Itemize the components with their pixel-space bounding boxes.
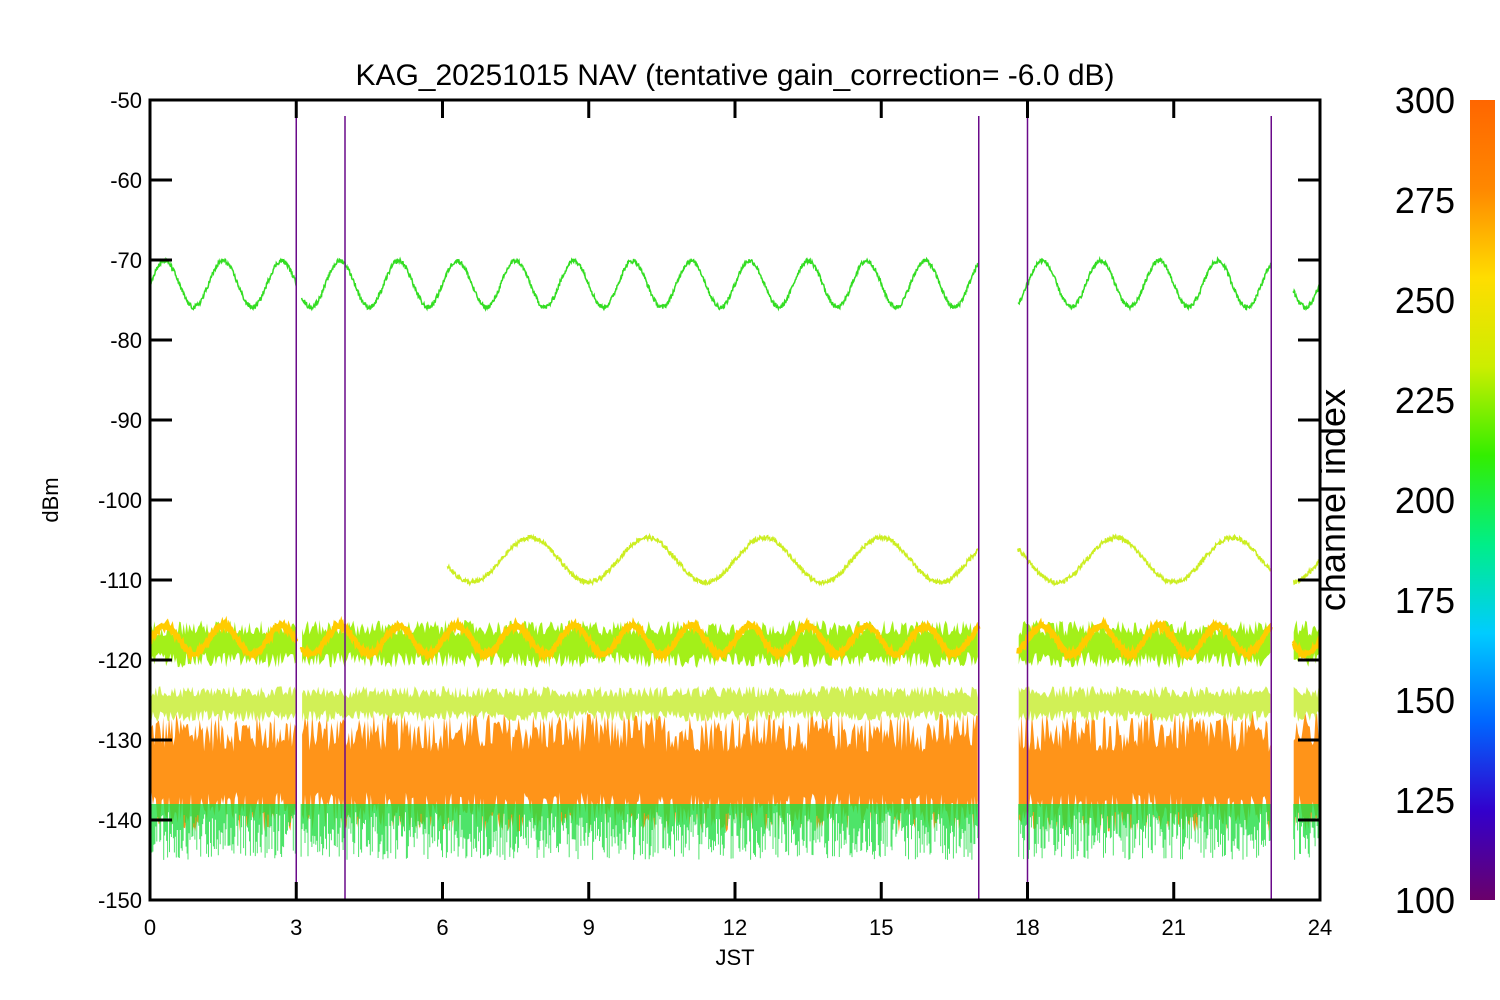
x-tick-label: 6 xyxy=(436,915,448,940)
colorbar-tick-label: 125 xyxy=(1395,780,1455,821)
series-ch265 xyxy=(446,532,1320,587)
y-axis: -50 -60 -70 -80 -90 -100 -110 -120 -130 -140 -150 xyxy=(98,88,1320,913)
x-axis-label: JST xyxy=(715,945,754,970)
band-295 xyxy=(1293,712,1320,832)
y-tick-label: -70 xyxy=(110,248,142,273)
colorbar xyxy=(1470,100,1495,900)
x-tick-label: 9 xyxy=(583,915,595,940)
colorbar-tick-label: 150 xyxy=(1395,680,1455,721)
x-tick-label: 15 xyxy=(869,915,893,940)
colorbar-tick-label: 225 xyxy=(1395,380,1455,421)
colorbar-tick-label: 175 xyxy=(1395,580,1455,621)
y-tick-label: -110 xyxy=(100,568,142,593)
plot-area xyxy=(150,116,1320,900)
y-tick-label: -140 xyxy=(98,808,142,833)
band-262 xyxy=(150,686,297,722)
noise-floor-edge xyxy=(150,804,1320,860)
x-tick-label: 12 xyxy=(723,915,747,940)
x-tick-label: 21 xyxy=(1162,915,1186,940)
band-295 xyxy=(150,712,297,832)
chart-title: KAG_20251015 NAV (tentative gain_correct… xyxy=(355,59,1114,92)
x-tick-label: 24 xyxy=(1308,915,1332,940)
x-tick-label: 3 xyxy=(290,915,302,940)
colorbar-tick-label: 300 xyxy=(1395,80,1455,121)
colorbar-tick-label: 200 xyxy=(1395,480,1455,521)
band-262 xyxy=(1293,686,1320,722)
series-ch245 xyxy=(150,255,1320,312)
y-tick-label: -80 xyxy=(110,328,142,353)
series-ch285 xyxy=(150,615,1320,665)
y-tick-label: -50 xyxy=(110,88,142,113)
y-tick-label: -60 xyxy=(110,168,142,193)
colorbar-ticks: 100 125 150 175 200 225 250 275 300 xyxy=(1395,80,1455,921)
x-tick-label: 0 xyxy=(144,915,156,940)
y-tick-label: -100 xyxy=(98,488,142,513)
band-295 xyxy=(302,712,978,832)
band-262 xyxy=(302,686,978,722)
x-tick-label: 18 xyxy=(1015,915,1039,940)
y-tick-label: -130 xyxy=(98,728,142,753)
colorbar-tick-label: 275 xyxy=(1395,180,1455,221)
band-262 xyxy=(1018,686,1271,722)
y-tick-label: -120 xyxy=(98,648,142,673)
y-tick-label: -90 xyxy=(110,408,142,433)
x-axis: 0 3 6 9 12 15 18 21 24 xyxy=(144,100,1332,940)
band-295 xyxy=(1018,712,1271,832)
colorbar-tick-label: 100 xyxy=(1395,880,1455,921)
y-axis-label: dBm xyxy=(38,477,63,522)
colorbar-label: channel index xyxy=(1312,389,1353,611)
band-255 xyxy=(150,620,297,668)
colorbar-tick-label: 250 xyxy=(1395,280,1455,321)
y-tick-label: -150 xyxy=(98,888,142,913)
